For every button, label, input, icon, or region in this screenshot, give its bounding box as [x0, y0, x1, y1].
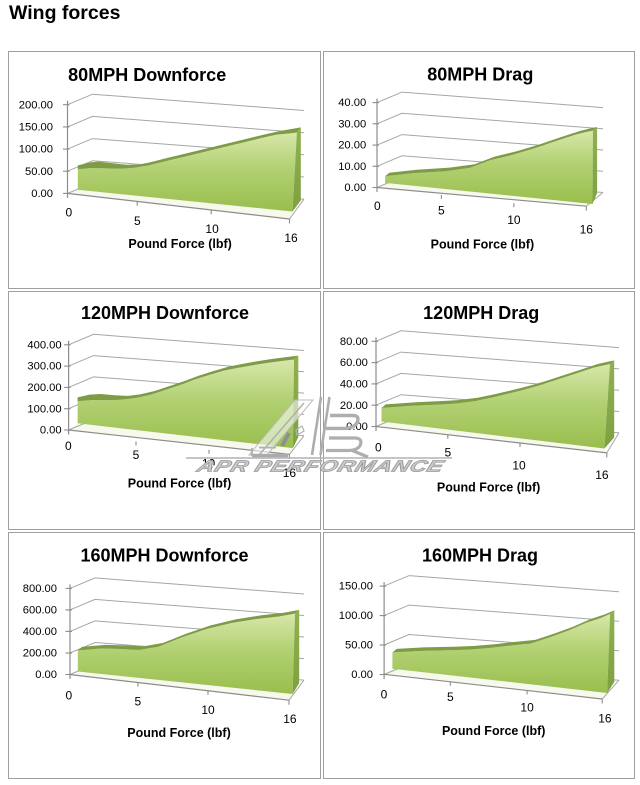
svg-text:400.00: 400.00: [27, 339, 61, 351]
svg-text:0.00: 0.00: [346, 421, 368, 433]
svg-text:50.00: 50.00: [345, 639, 373, 651]
svg-text:100.00: 100.00: [27, 403, 61, 415]
svg-text:160MPH Drag: 160MPH Drag: [422, 545, 538, 565]
svg-text:10: 10: [512, 458, 526, 472]
svg-text:100.00: 100.00: [339, 610, 373, 622]
svg-text:0: 0: [65, 688, 72, 702]
svg-text:200.00: 200.00: [27, 382, 61, 394]
svg-text:Pound Force (lbf): Pound Force (lbf): [127, 477, 230, 491]
svg-text:16: 16: [282, 466, 296, 480]
svg-text:16: 16: [283, 711, 297, 725]
svg-text:20.00: 20.00: [338, 139, 366, 151]
svg-text:5: 5: [134, 694, 141, 708]
svg-text:150.00: 150.00: [339, 580, 373, 592]
svg-text:5: 5: [133, 213, 140, 227]
svg-text:50.00: 50.00: [25, 165, 53, 177]
svg-text:0: 0: [65, 205, 72, 219]
svg-text:300.00: 300.00: [27, 361, 61, 373]
svg-text:40.00: 40.00: [340, 379, 368, 391]
svg-text:0.00: 0.00: [344, 182, 366, 194]
svg-text:400.00: 400.00: [22, 626, 56, 638]
svg-text:16: 16: [598, 711, 612, 725]
svg-text:20.00: 20.00: [340, 400, 368, 412]
svg-text:Pound Force (lbf): Pound Force (lbf): [442, 724, 545, 738]
svg-text:Pound Force (lbf): Pound Force (lbf): [128, 237, 231, 251]
svg-text:30.00: 30.00: [338, 118, 366, 130]
svg-text:800.00: 800.00: [22, 583, 56, 595]
svg-text:5: 5: [438, 203, 445, 217]
svg-text:Pound Force (lbf): Pound Force (lbf): [431, 237, 534, 251]
svg-text:0: 0: [374, 199, 381, 213]
svg-text:0: 0: [381, 687, 388, 701]
svg-text:10: 10: [507, 212, 521, 226]
svg-text:0.00: 0.00: [39, 425, 61, 437]
svg-text:120MPH Downforce: 120MPH Downforce: [80, 303, 248, 323]
svg-text:Pound Force (lbf): Pound Force (lbf): [437, 481, 540, 495]
svg-text:0.00: 0.00: [31, 188, 53, 200]
svg-text:10: 10: [201, 456, 215, 470]
svg-text:160MPH Downforce: 160MPH Downforce: [80, 545, 248, 565]
svg-text:0.00: 0.00: [35, 669, 57, 681]
svg-text:16: 16: [580, 222, 594, 236]
svg-text:60.00: 60.00: [340, 357, 368, 369]
svg-text:200.00: 200.00: [18, 99, 52, 111]
svg-text:5: 5: [447, 689, 454, 703]
svg-text:10: 10: [205, 221, 219, 235]
svg-text:10: 10: [520, 700, 534, 714]
svg-text:40.00: 40.00: [338, 97, 366, 109]
svg-text:10.00: 10.00: [338, 160, 366, 172]
svg-text:16: 16: [284, 231, 298, 245]
svg-text:0: 0: [375, 441, 382, 455]
svg-text:150.00: 150.00: [18, 121, 52, 133]
svg-text:0.00: 0.00: [351, 669, 373, 681]
svg-text:Pound Force (lbf): Pound Force (lbf): [127, 726, 230, 740]
svg-text:16: 16: [595, 468, 609, 482]
svg-text:80MPH Downforce: 80MPH Downforce: [68, 64, 226, 84]
svg-text:0: 0: [65, 439, 72, 453]
svg-text:200.00: 200.00: [22, 647, 56, 659]
svg-text:600.00: 600.00: [22, 604, 56, 616]
svg-text:80MPH Drag: 80MPH Drag: [427, 64, 533, 84]
svg-text:120MPH Drag: 120MPH Drag: [423, 303, 539, 323]
svg-text:80.00: 80.00: [340, 336, 368, 348]
svg-text:5: 5: [444, 445, 451, 459]
svg-text:100.00: 100.00: [18, 143, 52, 155]
svg-text:5: 5: [132, 448, 139, 462]
svg-text:10: 10: [201, 702, 215, 716]
